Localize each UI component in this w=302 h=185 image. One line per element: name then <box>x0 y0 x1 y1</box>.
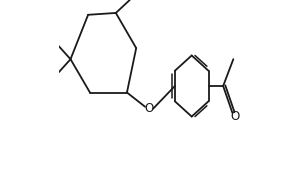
Text: O: O <box>230 110 239 123</box>
Text: O: O <box>145 102 154 115</box>
